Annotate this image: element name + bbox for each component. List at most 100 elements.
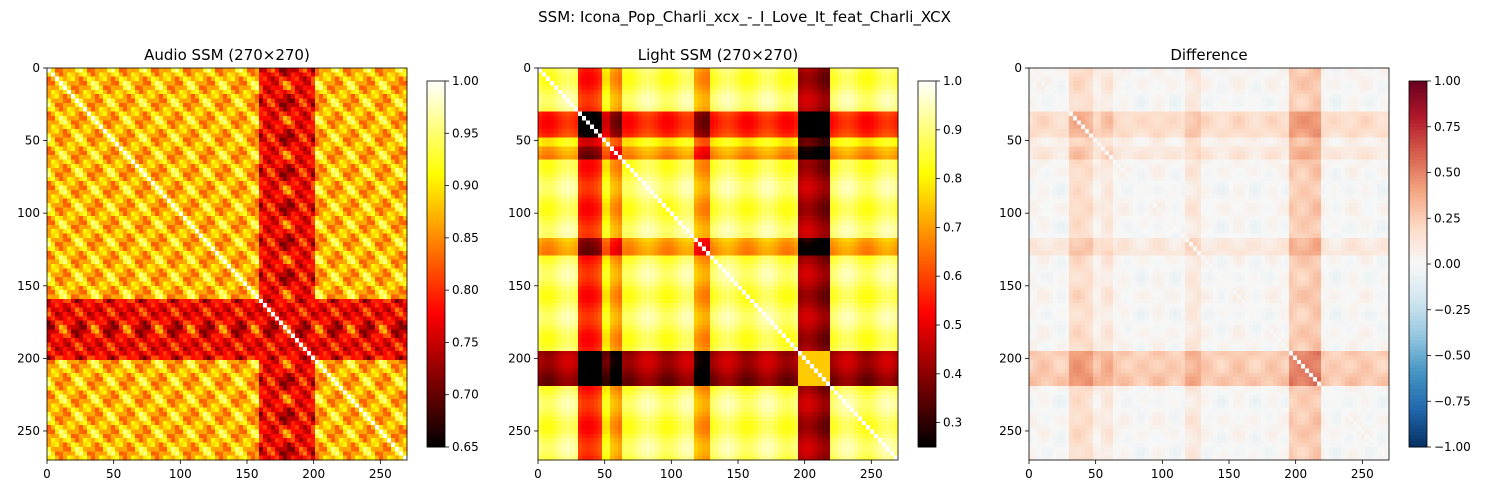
heatmap-cell bbox=[235, 85, 240, 90]
heatmap-cell bbox=[319, 112, 324, 117]
heatmap-cell bbox=[311, 190, 316, 195]
heatmap-cell bbox=[67, 273, 72, 278]
heatmap-cell bbox=[399, 277, 404, 282]
heatmap-cell bbox=[271, 81, 276, 86]
heatmap-cell bbox=[95, 142, 100, 147]
heatmap-cell bbox=[187, 225, 192, 230]
heatmap-cell bbox=[331, 225, 336, 230]
heatmap-cell bbox=[127, 81, 132, 86]
heatmap-cell bbox=[239, 247, 244, 252]
heatmap-cell bbox=[303, 164, 308, 169]
heatmap-cell bbox=[267, 72, 272, 77]
heatmap-cell bbox=[275, 220, 280, 225]
heatmap-cell bbox=[307, 155, 312, 160]
heatmap-cell bbox=[131, 90, 136, 95]
heatmap-cell bbox=[267, 116, 272, 121]
heatmap-cell bbox=[243, 281, 248, 286]
heatmap-cell bbox=[391, 207, 396, 212]
heatmap-cell bbox=[91, 220, 96, 225]
heatmap-cell bbox=[171, 81, 176, 86]
heatmap-cell bbox=[291, 177, 296, 182]
heatmap-cell bbox=[287, 77, 292, 82]
heatmap-cell bbox=[359, 116, 364, 121]
heatmap-cell bbox=[383, 181, 388, 186]
heatmap-cell bbox=[139, 203, 144, 208]
heatmap-cell bbox=[311, 273, 316, 278]
heatmap-cell bbox=[119, 260, 124, 265]
heatmap-cell bbox=[371, 234, 376, 239]
heatmap-cell bbox=[383, 294, 388, 299]
heatmap-cell bbox=[111, 173, 116, 178]
heatmap-cell bbox=[319, 177, 324, 182]
heatmap-cell bbox=[259, 207, 264, 212]
heatmap-cell bbox=[143, 98, 148, 103]
heatmap-cell bbox=[115, 116, 120, 121]
heatmap-cell bbox=[143, 112, 148, 117]
heatmap-cell bbox=[235, 190, 240, 195]
heatmap-cell bbox=[155, 125, 160, 130]
heatmap-cell bbox=[91, 159, 96, 164]
heatmap-cell bbox=[131, 107, 136, 112]
heatmap-cell bbox=[307, 229, 312, 234]
heatmap-cell bbox=[111, 242, 116, 247]
heatmap-cell bbox=[223, 268, 228, 273]
heatmap-cell bbox=[147, 238, 152, 243]
heatmap-cell bbox=[119, 190, 124, 195]
heatmap-cell bbox=[143, 264, 148, 269]
heatmap-cell bbox=[291, 98, 296, 103]
heatmap-cell bbox=[379, 98, 384, 103]
heatmap-cell bbox=[267, 142, 272, 147]
heatmap-cell bbox=[275, 190, 280, 195]
heatmap-cell bbox=[387, 264, 392, 269]
heatmap-cell bbox=[51, 199, 56, 204]
heatmap-cell bbox=[251, 290, 256, 295]
heatmap-cell bbox=[127, 173, 132, 178]
heatmap-cell bbox=[283, 72, 288, 77]
heatmap-cell bbox=[263, 151, 268, 156]
heatmap-cell bbox=[391, 273, 396, 278]
heatmap-cell bbox=[387, 72, 392, 77]
heatmap-cell bbox=[163, 286, 168, 291]
heatmap-cell bbox=[367, 142, 372, 147]
heatmap-cell bbox=[339, 112, 344, 117]
heatmap-cell bbox=[399, 199, 404, 204]
heatmap-cell bbox=[47, 177, 52, 182]
heatmap-cell bbox=[87, 268, 92, 273]
heatmap-cell bbox=[383, 112, 388, 117]
heatmap-cell bbox=[319, 98, 324, 103]
heatmap-cell bbox=[231, 125, 236, 130]
heatmap-cell bbox=[199, 138, 204, 143]
heatmap-cell bbox=[399, 186, 404, 191]
heatmap-cell bbox=[187, 94, 192, 99]
heatmap-cell bbox=[207, 273, 212, 278]
heatmap-cell bbox=[283, 286, 288, 291]
heatmap-cell bbox=[355, 112, 360, 117]
heatmap-cell bbox=[67, 159, 72, 164]
heatmap-cell bbox=[103, 116, 108, 121]
heatmap-cell bbox=[171, 299, 176, 304]
heatmap-cell bbox=[327, 173, 332, 178]
heatmap-cell bbox=[155, 281, 160, 286]
heatmap-cell bbox=[371, 294, 376, 299]
heatmap-cell bbox=[331, 242, 336, 247]
heatmap-cell bbox=[183, 186, 188, 191]
heatmap-cell bbox=[395, 120, 400, 125]
heatmap-cell bbox=[375, 129, 380, 134]
heatmap-cell bbox=[327, 247, 332, 252]
heatmap-cell bbox=[135, 229, 140, 234]
heatmap-cell bbox=[231, 294, 236, 299]
heatmap-cell bbox=[55, 159, 60, 164]
heatmap-cell bbox=[275, 225, 280, 230]
heatmap-cell bbox=[55, 308, 60, 313]
heatmap-cell bbox=[123, 159, 128, 164]
heatmap-cell bbox=[231, 194, 236, 199]
heatmap-cell bbox=[379, 294, 384, 299]
heatmap-cell bbox=[347, 199, 352, 204]
heatmap-cell bbox=[339, 247, 344, 252]
heatmap-cell bbox=[63, 216, 68, 221]
heatmap-cell bbox=[375, 155, 380, 160]
heatmap-cell bbox=[131, 203, 136, 208]
heatmap-cell bbox=[59, 112, 64, 117]
heatmap-cell bbox=[207, 116, 212, 121]
heatmap-cell bbox=[95, 308, 100, 313]
